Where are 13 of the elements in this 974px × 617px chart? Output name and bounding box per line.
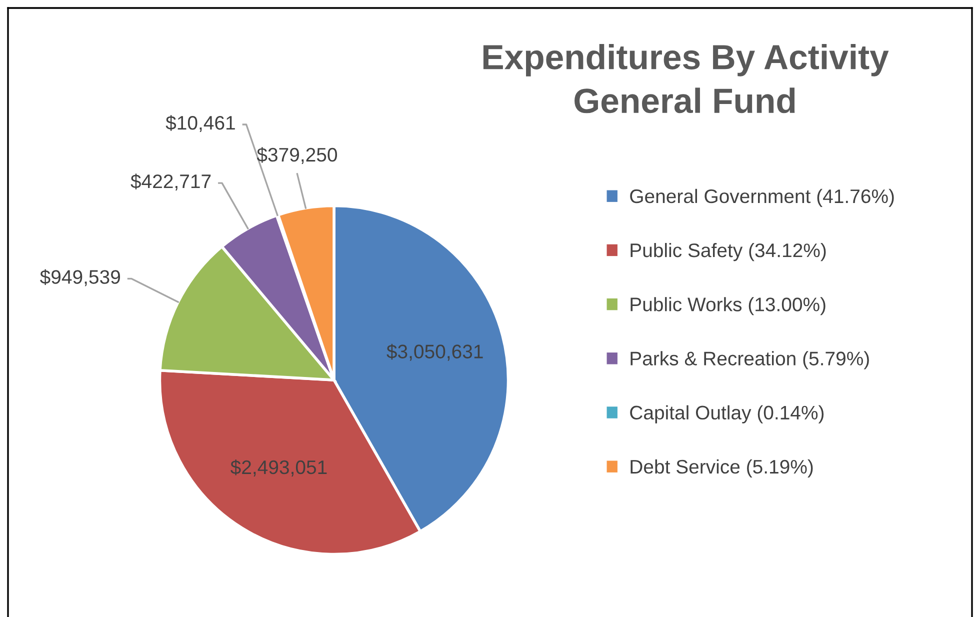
chart-title: Expenditures By Activity General Fund [483, 44, 889, 114]
legend-label: Public Safety (34.12%) [630, 242, 826, 262]
data-label: $422,717 [130, 174, 211, 191]
data-label: $2,493,051 [230, 460, 327, 476]
data-label: $949,539 [40, 269, 120, 286]
legend-label: Debt Service (5.19%) [630, 459, 813, 478]
data-label: $10,461 [166, 115, 235, 132]
data-label: $3,050,631 [386, 344, 483, 361]
data-label: $379,250 [256, 147, 338, 164]
legend-label: Public Works (13.00%) [630, 297, 826, 316]
legend-label: General Government (41.76%) [630, 188, 894, 207]
legend-label: Capital Outlay (0.14%) [630, 405, 824, 424]
legend-label: Parks & Recreation (5.79%) [630, 351, 869, 370]
